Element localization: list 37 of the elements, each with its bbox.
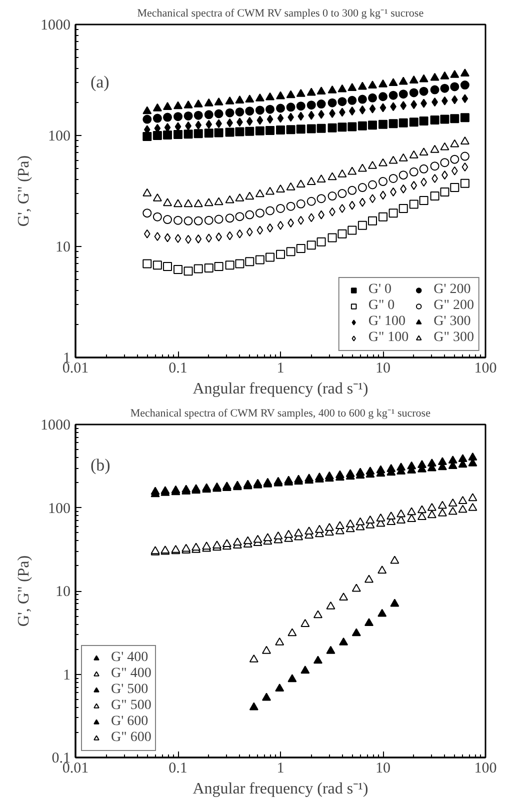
- y-tick-label: 1000: [40, 418, 70, 434]
- legend-label: G" 600: [111, 730, 152, 746]
- legend-label: G' 100: [368, 314, 406, 330]
- y-tick-label: 1000: [40, 18, 70, 34]
- legend-label: G" 200: [434, 298, 474, 314]
- legend-label: G" 100: [368, 330, 409, 346]
- legend-label: G' 500: [111, 682, 148, 698]
- legend-label: G' 400: [111, 650, 148, 666]
- y-tick-label: 10: [56, 584, 70, 600]
- chart-title: Mechanical spectra of CWM RV samples, 400 to 600 g kg⁻¹ sucrose: [130, 408, 431, 420]
- y-tick-label: 100: [48, 500, 70, 517]
- legend-label: G' 0: [368, 282, 392, 298]
- legend-label: G" 300: [434, 330, 474, 346]
- y-axis-title: G', G" (Pa): [16, 155, 32, 227]
- x-tick-label: 0.1: [168, 760, 188, 776]
- x-axis-title: Angular frequency (rad s⁻¹): [192, 380, 368, 398]
- x-tick-label: 100: [474, 760, 497, 776]
- x-tick-label: 1: [276, 760, 284, 776]
- x-tick-label: 0.1: [168, 360, 188, 376]
- x-tick-label: 10: [376, 760, 390, 776]
- y-axis-title: G', G" (Pa): [16, 555, 32, 627]
- y-tick-label: 1: [63, 667, 70, 684]
- legend-label: G" 400: [111, 666, 152, 682]
- y-tick-label: 10: [56, 240, 70, 256]
- x-tick-label: 1: [276, 360, 284, 376]
- chart-title: Mechanical spectra of CWM RV samples 0 to 300 g kg⁻¹ sucrose: [137, 8, 424, 20]
- legend-label: G" 500: [111, 698, 152, 714]
- annotation: (b): [90, 456, 110, 475]
- x-tick-label: 10: [376, 360, 390, 376]
- x-tick-label: 100: [474, 360, 497, 376]
- legend-label: G' 300: [434, 314, 471, 330]
- x-axis-title: Angular frequency (rad s⁻¹): [192, 780, 368, 798]
- legend-label: G' 200: [434, 282, 471, 298]
- y-tick-label: 100: [48, 128, 70, 144]
- legend-label: G' 600: [111, 714, 148, 730]
- legend-label: G" 0: [368, 298, 395, 314]
- annotation: (a): [90, 72, 110, 92]
